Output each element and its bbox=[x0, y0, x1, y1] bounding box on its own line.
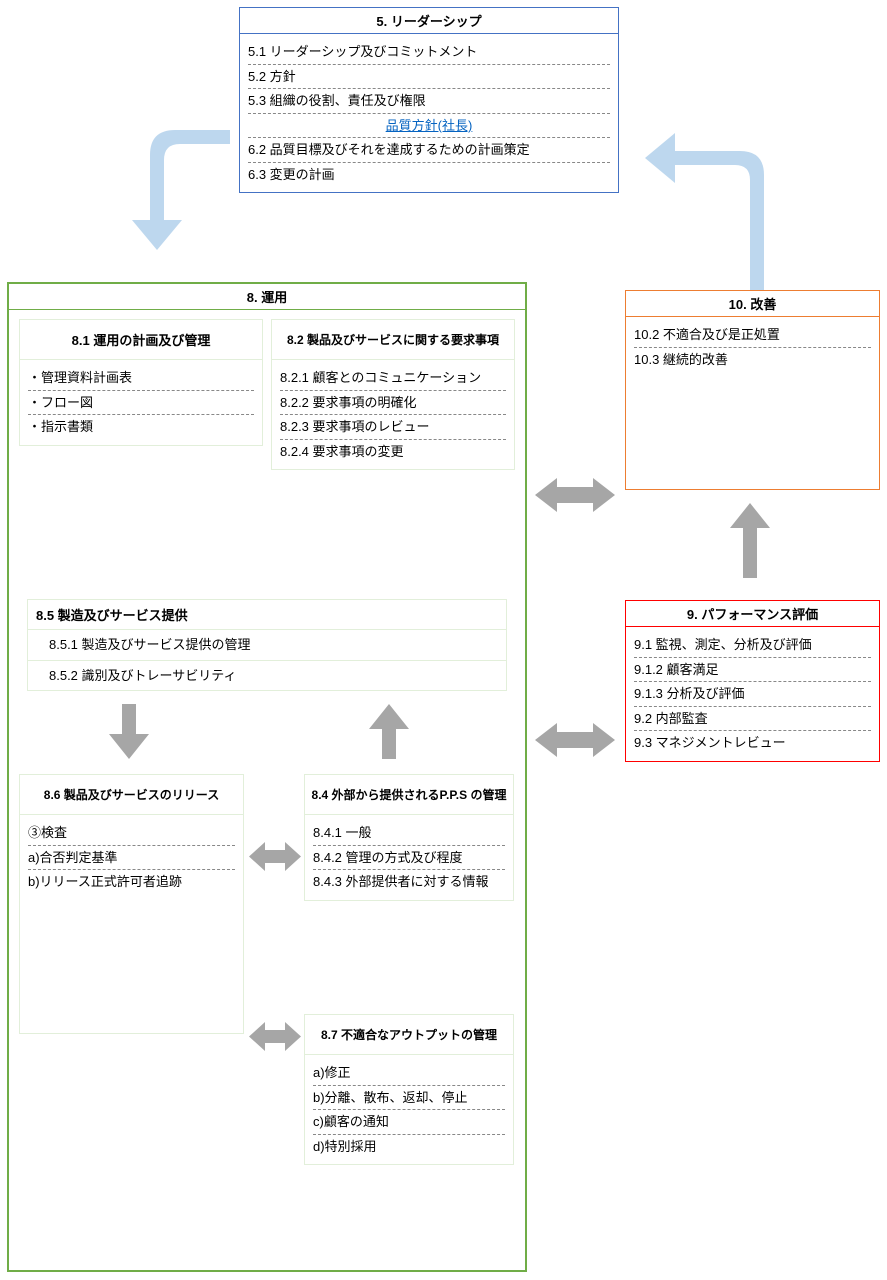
arrow-up-icon bbox=[369, 704, 409, 759]
release-row: a)合否判定基準 bbox=[28, 846, 235, 871]
evaluation-row: 9.2 内部監査 bbox=[634, 707, 871, 732]
operation-header: 8. 運用 bbox=[9, 284, 525, 310]
requirements-row: 8.2.2 要求事項の明確化 bbox=[280, 391, 506, 416]
arrow-up-icon bbox=[730, 503, 770, 578]
production-row: 8.5.1 製造及びサービス提供の管理 bbox=[28, 630, 506, 661]
evaluation-row: 9.1.2 顧客満足 bbox=[634, 658, 871, 683]
nonconform-row: a)修正 bbox=[313, 1061, 505, 1086]
external-row: 8.4.3 外部提供者に対する情報 bbox=[313, 870, 505, 894]
nonconform-row: c)顧客の通知 bbox=[313, 1110, 505, 1135]
external-header: 8.4 外部から提供されるP.P.S の管理 bbox=[305, 775, 513, 815]
curved-arrow-left-icon bbox=[120, 125, 250, 255]
double-arrow-icon bbox=[535, 720, 615, 760]
improvement-header: 10. 改善 bbox=[626, 291, 879, 317]
double-arrow-icon bbox=[249, 1019, 301, 1054]
quality-policy-link[interactable]: 品質方針(社長) bbox=[386, 117, 473, 135]
external-row: 8.4.1 一般 bbox=[313, 821, 505, 846]
planning-box: 8.1 運用の計画及び管理 ・管理資料計画表 ・フロー図 ・指示書類 bbox=[19, 319, 263, 446]
evaluation-row: 9.1.3 分析及び評価 bbox=[634, 682, 871, 707]
double-arrow-icon bbox=[249, 839, 301, 874]
curved-arrow-right-icon bbox=[640, 125, 790, 295]
improvement-row: 10.3 継続的改善 bbox=[634, 348, 871, 372]
nonconform-row: b)分離、散布、返却、停止 bbox=[313, 1086, 505, 1111]
production-box: 8.5 製造及びサービス提供 8.5.1 製造及びサービス提供の管理 8.5.2… bbox=[27, 599, 507, 691]
evaluation-header: 9. パフォーマンス評価 bbox=[626, 601, 879, 627]
planning-row: ・管理資料計画表 bbox=[28, 366, 254, 391]
double-arrow-icon bbox=[535, 475, 615, 515]
leadership-header: 5. リーダーシップ bbox=[240, 8, 618, 34]
quality-policy-link-row: 品質方針(社長) bbox=[248, 114, 610, 139]
evaluation-row: 9.3 マネジメントレビュー bbox=[634, 731, 871, 755]
nonconform-row: d)特別採用 bbox=[313, 1135, 505, 1159]
leadership-row: 5.2 方針 bbox=[248, 65, 610, 90]
production-header: 8.5 製造及びサービス提供 bbox=[28, 600, 506, 630]
external-box: 8.4 外部から提供されるP.P.S の管理 8.4.1 一般 8.4.2 管理… bbox=[304, 774, 514, 901]
operation-box: 8. 運用 8.1 運用の計画及び管理 ・管理資料計画表 ・フロー図 ・指示書類… bbox=[7, 282, 527, 1272]
external-row: 8.4.2 管理の方式及び程度 bbox=[313, 846, 505, 871]
leadership-row: 6.3 変更の計画 bbox=[248, 163, 610, 187]
release-header: 8.6 製品及びサービスのリリース bbox=[20, 775, 243, 815]
leadership-row: 6.2 品質目標及びそれを達成するための計画策定 bbox=[248, 138, 610, 163]
release-row: ③検査 bbox=[28, 821, 235, 846]
requirements-box: 8.2 製品及びサービスに関する要求事項 8.2.1 顧客とのコミュニケーション… bbox=[271, 319, 515, 470]
improvement-box: 10. 改善 10.2 不適合及び是正処置 10.3 継続的改善 bbox=[625, 290, 880, 490]
requirements-header: 8.2 製品及びサービスに関する要求事項 bbox=[272, 320, 514, 360]
planning-row: ・指示書類 bbox=[28, 415, 254, 439]
improvement-row: 10.2 不適合及び是正処置 bbox=[634, 323, 871, 348]
planning-row: ・フロー図 bbox=[28, 391, 254, 416]
nonconform-header: 8.7 不適合なアウトプットの管理 bbox=[305, 1015, 513, 1055]
leadership-row: 5.1 リーダーシップ及びコミットメント bbox=[248, 40, 610, 65]
leadership-box: 5. リーダーシップ 5.1 リーダーシップ及びコミットメント 5.2 方針 5… bbox=[239, 7, 619, 193]
release-row: b)リリース正式許可者追跡 bbox=[28, 870, 235, 894]
arrow-down-icon bbox=[109, 704, 149, 759]
requirements-row: 8.2.3 要求事項のレビュー bbox=[280, 415, 506, 440]
requirements-row: 8.2.4 要求事項の変更 bbox=[280, 440, 506, 464]
requirements-row: 8.2.1 顧客とのコミュニケーション bbox=[280, 366, 506, 391]
production-row: 8.5.2 識別及びトレーサビリティ bbox=[28, 661, 506, 691]
evaluation-row: 9.1 監視、測定、分析及び評価 bbox=[634, 633, 871, 658]
nonconform-box: 8.7 不適合なアウトプットの管理 a)修正 b)分離、散布、返却、停止 c)顧… bbox=[304, 1014, 514, 1165]
release-box: 8.6 製品及びサービスのリリース ③検査 a)合否判定基準 b)リリース正式許… bbox=[19, 774, 244, 1034]
leadership-row: 5.3 組織の役割、責任及び権限 bbox=[248, 89, 610, 114]
planning-header: 8.1 運用の計画及び管理 bbox=[20, 320, 262, 360]
evaluation-box: 9. パフォーマンス評価 9.1 監視、測定、分析及び評価 9.1.2 顧客満足… bbox=[625, 600, 880, 762]
